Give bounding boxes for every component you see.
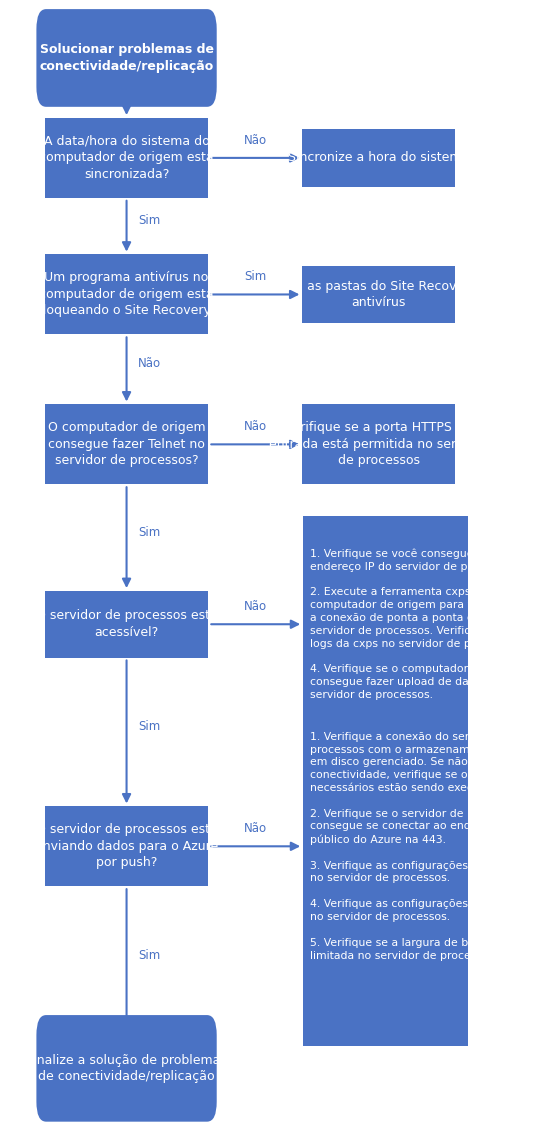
FancyBboxPatch shape xyxy=(45,118,209,198)
FancyBboxPatch shape xyxy=(303,516,468,733)
Text: Sim: Sim xyxy=(244,271,267,283)
Text: O servidor de processos está
enviando dados para o Azure
por push?: O servidor de processos está enviando da… xyxy=(35,824,218,869)
FancyBboxPatch shape xyxy=(302,129,455,187)
FancyBboxPatch shape xyxy=(45,255,209,334)
Text: Sincronize a hora do sistema: Sincronize a hora do sistema xyxy=(288,152,470,164)
Text: 1. Verifique a conexão do servidor de
processos com o armazenamento
em disco ger: 1. Verifique a conexão do servidor de pr… xyxy=(310,732,528,961)
Text: A data/hora do sistema do
computador de origem está
sincronizada?: A data/hora do sistema do computador de … xyxy=(39,135,214,181)
Text: Solucionar problemas de
conectividade/replicação: Solucionar problemas de conectividade/re… xyxy=(40,43,214,73)
Text: Um programa antivírus no
computador de origem está
bloqueando o Site Recovery?: Um programa antivírus no computador de o… xyxy=(35,272,218,317)
Text: O servidor de processos está
acessível?: O servidor de processos está acessível? xyxy=(36,610,217,639)
Text: Sim: Sim xyxy=(139,948,160,962)
FancyBboxPatch shape xyxy=(45,591,209,657)
Text: Verifique se a porta HTTPS de
entrada está permitida no servidor
de processos: Verifique se a porta HTTPS de entrada es… xyxy=(269,421,488,468)
Text: Não: Não xyxy=(244,420,267,433)
Text: 1. Verifique se você consegue acessar o
endereço IP do servidor de processos.

2: 1. Verifique se você consegue acessar o … xyxy=(310,548,529,700)
FancyBboxPatch shape xyxy=(302,265,455,323)
Text: Finalize a solução de problemas
de conectividade/replicação: Finalize a solução de problemas de conec… xyxy=(27,1054,226,1083)
FancyBboxPatch shape xyxy=(45,404,209,484)
Text: Não: Não xyxy=(244,823,267,835)
Text: Não: Não xyxy=(139,357,162,370)
Text: Sim: Sim xyxy=(139,719,160,733)
FancyBboxPatch shape xyxy=(303,647,468,1046)
FancyBboxPatch shape xyxy=(45,807,209,886)
Text: Exclua as pastas do Site Recovery do
antivírus: Exclua as pastas do Site Recovery do ant… xyxy=(262,280,496,309)
Text: Não: Não xyxy=(244,134,267,147)
FancyBboxPatch shape xyxy=(36,1015,217,1122)
FancyBboxPatch shape xyxy=(302,404,455,484)
Text: O computador de origem
consegue fazer Telnet no
servidor de processos?: O computador de origem consegue fazer Te… xyxy=(48,421,205,468)
Text: Não: Não xyxy=(244,600,267,613)
FancyBboxPatch shape xyxy=(36,9,217,107)
Text: Sim: Sim xyxy=(139,214,160,227)
Text: Sim: Sim xyxy=(139,526,160,538)
